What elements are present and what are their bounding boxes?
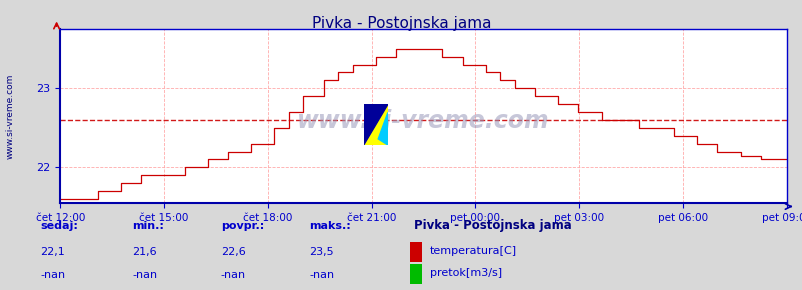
Text: 23,5: 23,5 [309,247,334,257]
Text: -nan: -nan [132,270,157,280]
Text: -nan: -nan [221,270,245,280]
Text: povpr.:: povpr.: [221,221,264,231]
Text: 22,1: 22,1 [40,247,65,257]
Text: pretok[m3/s]: pretok[m3/s] [429,267,501,278]
Text: min.:: min.: [132,221,164,231]
Text: 22,6: 22,6 [221,247,245,257]
Text: maks.:: maks.: [309,221,350,231]
Text: Pivka - Postojnska jama: Pivka - Postojnska jama [413,219,570,232]
Text: -nan: -nan [309,270,334,280]
Text: temperatura[C]: temperatura[C] [429,246,516,256]
Text: 21,6: 21,6 [132,247,157,257]
Polygon shape [363,104,387,145]
Text: www.si-vreme.com: www.si-vreme.com [6,73,15,159]
Text: -nan: -nan [40,270,65,280]
Text: Pivka - Postojnska jama: Pivka - Postojnska jama [311,16,491,31]
Text: sedaj:: sedaj: [40,221,78,231]
Polygon shape [363,104,387,145]
Text: www.si-vreme.com: www.si-vreme.com [297,109,549,133]
Polygon shape [378,113,387,145]
